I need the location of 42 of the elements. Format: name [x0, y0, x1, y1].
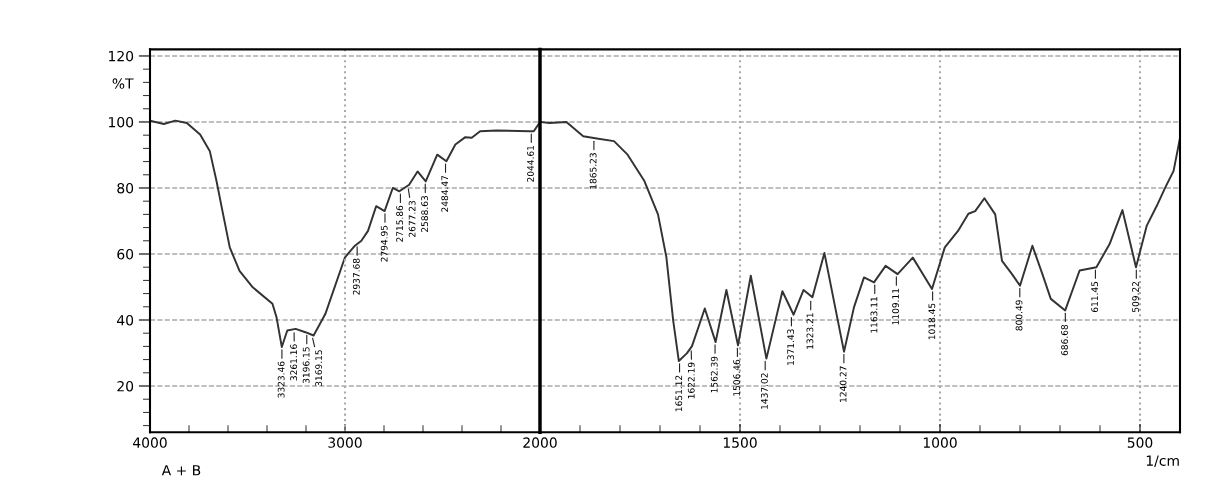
y-tick-label: 80	[117, 182, 134, 194]
y-tick-label: 120	[109, 50, 134, 62]
annotation: 800.49	[1015, 300, 1023, 331]
annotation: 611.45	[1091, 281, 1099, 313]
y-tick-label: 40	[117, 314, 134, 326]
annotation: 686.68	[1061, 324, 1068, 356]
x-tick-label: 2000	[523, 437, 557, 448]
annotation: 1506.46	[733, 359, 741, 396]
annotation: 1163.11	[870, 297, 878, 333]
annotation: 3196.15	[302, 347, 310, 384]
annotation: 2794.95	[380, 225, 388, 262]
y-axis-title: %T	[112, 78, 134, 89]
annotation: 1437.02	[760, 373, 768, 409]
x-axis-title: 1/cm	[1146, 455, 1179, 468]
x-tick-label: 3000	[328, 437, 362, 448]
annotation: 3169.15	[315, 350, 323, 387]
annotation: 1562.39	[710, 356, 718, 393]
x-tick-label: 500	[1127, 437, 1153, 448]
annotation: 1651.12	[675, 375, 683, 412]
y-tick-label: 20	[117, 380, 134, 392]
annotation: 1865.23	[589, 153, 597, 189]
annotation: 2937.68	[352, 258, 360, 295]
x-tick-label: 4000	[133, 437, 167, 448]
annotation: 1371.43	[787, 329, 795, 365]
annotation: 1323.21	[806, 313, 814, 349]
annotation: 2588.63	[421, 196, 429, 232]
annotation: 3323.46	[277, 361, 285, 398]
annotation: 1018.45	[928, 303, 936, 340]
y-tick-label: 60	[117, 248, 134, 260]
annotation: 1240.27	[839, 366, 847, 402]
annotation: 1622.19	[687, 362, 695, 399]
x-tick-label: 1000	[923, 437, 957, 448]
annotation: 2715.86	[396, 205, 404, 242]
annotation: 2044.61	[527, 145, 534, 182]
annotation: 2484.47	[441, 175, 449, 212]
annotation: 2677.23	[408, 200, 416, 237]
y-tick-label: 100	[109, 116, 134, 128]
x-tick-label: 1500	[723, 437, 757, 448]
text: A + B	[161, 465, 201, 476]
annotation: 3261.16	[290, 344, 298, 381]
annotation: 1109.11	[892, 288, 899, 325]
annotation: 509.22	[1132, 281, 1139, 312]
